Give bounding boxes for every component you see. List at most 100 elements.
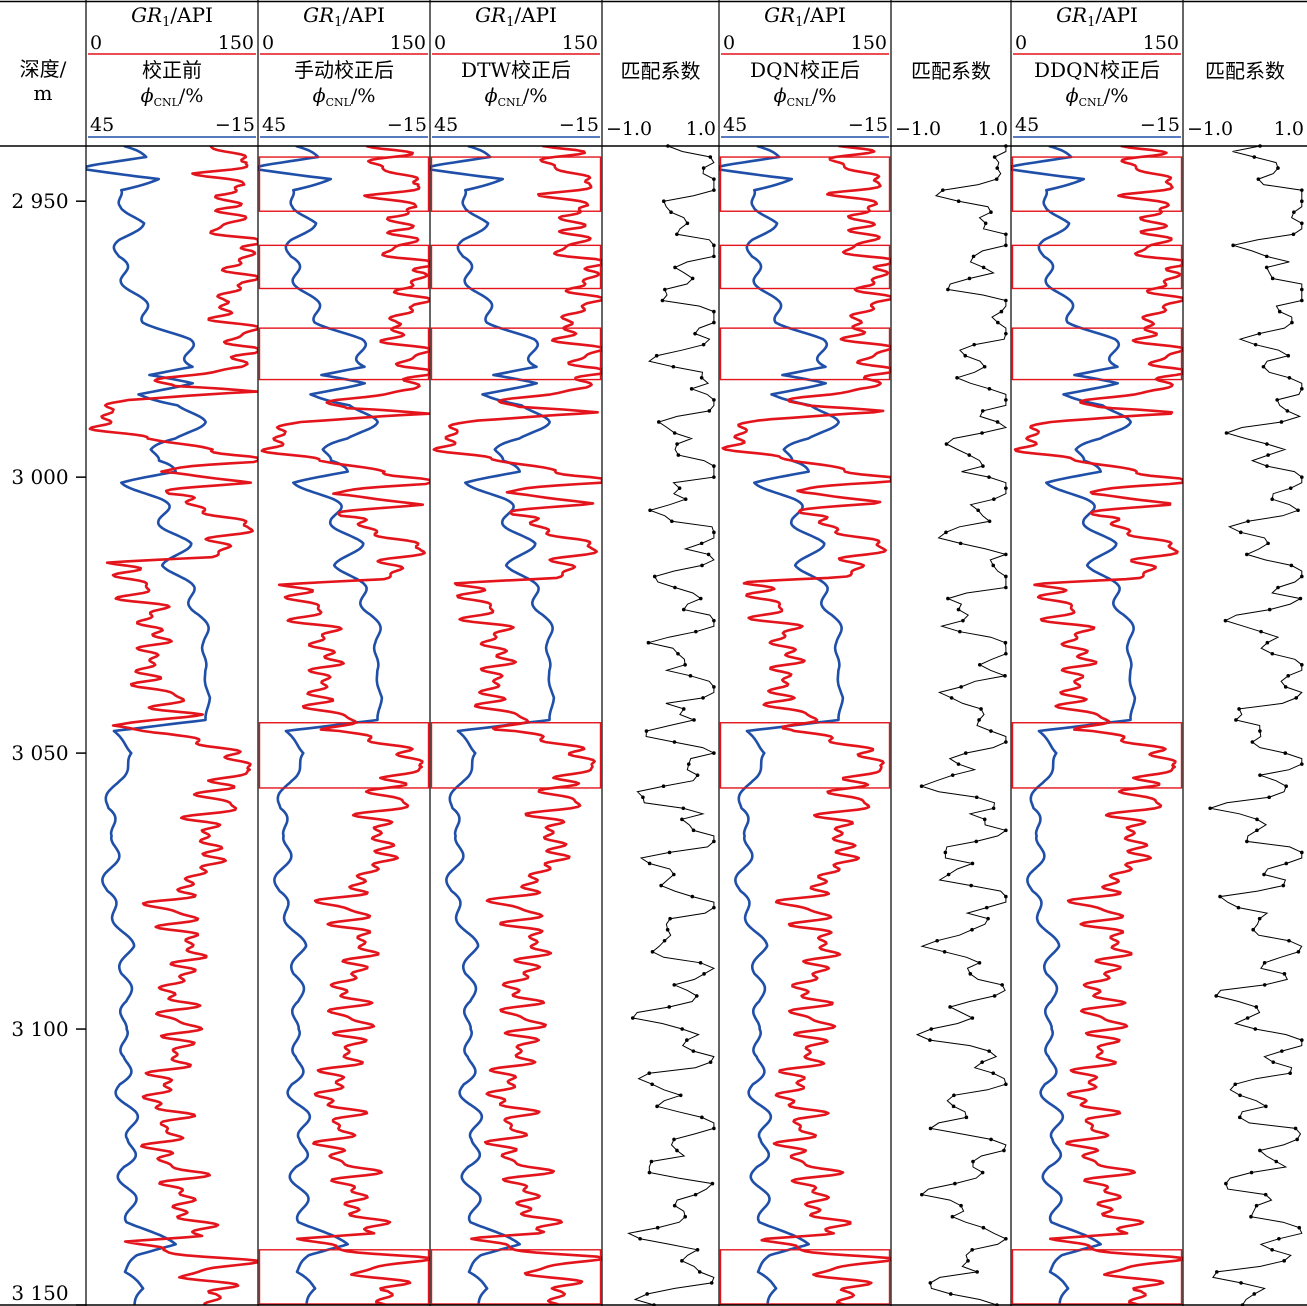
match-point — [1000, 983, 1004, 987]
match-point — [1238, 1115, 1242, 1120]
match-point — [712, 751, 716, 755]
match-point — [1253, 342, 1258, 347]
match-point — [1231, 243, 1235, 248]
gr-curve — [88, 146, 258, 1305]
cnl-scale-label: ϕCNL/% — [313, 85, 376, 109]
plot-area — [86, 144, 1304, 1306]
match-point — [1215, 1270, 1219, 1274]
match-point — [981, 265, 986, 270]
match-point — [983, 221, 988, 226]
match-point — [665, 927, 670, 932]
match-point — [657, 420, 661, 424]
match-point — [1003, 640, 1008, 645]
cnl-curve — [1011, 146, 1137, 1305]
match-point — [963, 751, 968, 755]
match-point — [667, 1005, 672, 1009]
match-point — [1290, 320, 1294, 325]
curve-track-0 — [86, 146, 258, 1305]
match-point — [708, 1060, 713, 1064]
match-point — [1274, 1159, 1279, 1164]
match-scale-max: 1.0 — [978, 118, 1008, 140]
cnl-scale-left: 45 — [1015, 114, 1039, 136]
match-point — [700, 563, 704, 568]
match-point — [649, 1159, 654, 1164]
match-point — [1296, 949, 1301, 954]
match-point — [956, 762, 961, 766]
correction-box-0 — [258, 156, 430, 212]
match-point — [712, 243, 716, 248]
match-point — [989, 1137, 993, 1142]
gr-curve — [432, 146, 602, 1305]
match-point — [920, 1192, 924, 1197]
correction-box-3 — [1011, 722, 1183, 789]
match-point — [1254, 1005, 1259, 1009]
match-point — [1264, 265, 1269, 270]
match-point — [688, 674, 693, 678]
cnl-scale-label: ϕCNL/% — [485, 85, 548, 109]
cnl-scale-label: ϕCNL/% — [774, 85, 837, 109]
match-point — [1293, 1126, 1298, 1131]
depth-tick-label: 3 050 — [11, 741, 68, 765]
gr-scale-min: 0 — [90, 32, 102, 54]
gr-scale-label: GR1/API — [1056, 3, 1138, 30]
match-point — [1270, 276, 1275, 281]
match-point — [680, 1027, 684, 1031]
match-point — [1224, 431, 1229, 435]
match-point — [678, 1093, 683, 1098]
match-point — [1300, 199, 1304, 203]
match-point — [1262, 983, 1267, 987]
gr-scale-label: GR1/API — [764, 3, 846, 30]
match-point — [1300, 221, 1304, 226]
match-point — [928, 1126, 933, 1131]
match-point — [1234, 718, 1238, 722]
cnl-scale-left: 45 — [90, 114, 114, 136]
match-point — [681, 806, 686, 811]
correction-box-0 — [1011, 156, 1183, 212]
match-point — [970, 1016, 975, 1020]
match-point — [935, 938, 939, 943]
match-header-1: 匹配系数 −1.0 1.0 — [895, 59, 1008, 140]
match-point — [979, 707, 983, 711]
match-point — [1289, 563, 1294, 568]
track-header-4: GR1/API 0 150 DDQN校正后 ϕCNL/% 45 −15 — [1013, 3, 1181, 138]
correction-box-0 — [430, 156, 602, 212]
match-point — [949, 696, 954, 700]
match-point — [694, 629, 698, 634]
match-point — [661, 199, 666, 203]
match-title: 匹配系数 — [911, 59, 991, 83]
gr-scale-min: 0 — [434, 32, 446, 54]
curve-track-2 — [430, 146, 602, 1305]
match-point — [647, 1170, 652, 1175]
match-point — [929, 1027, 934, 1031]
match-point — [1298, 596, 1303, 601]
match-point — [644, 729, 649, 733]
match-point — [698, 961, 703, 965]
match-point — [987, 475, 991, 479]
match-point — [1267, 795, 1271, 800]
match-point — [676, 453, 681, 457]
match-point — [1291, 232, 1296, 237]
track-header-3: GR1/API 0 150 DQN校正后 ϕCNL/% 45 −15 — [721, 3, 889, 138]
match-point — [1245, 552, 1249, 557]
match-point — [1300, 188, 1304, 192]
match-scale-min: −1.0 — [1187, 118, 1233, 140]
curve-track-3 — [719, 146, 891, 1305]
match-point — [1300, 1038, 1304, 1042]
match-point — [662, 938, 667, 943]
match-point — [1270, 1248, 1274, 1252]
match-point — [1239, 1281, 1243, 1285]
correction-box-3 — [258, 722, 430, 789]
match-point — [1264, 1104, 1268, 1109]
match-point — [992, 497, 996, 502]
match-point — [1277, 309, 1282, 314]
match-point — [928, 1038, 932, 1042]
match-point — [943, 850, 948, 855]
match-point — [1251, 927, 1255, 932]
match-point — [675, 232, 679, 237]
match-point — [1250, 740, 1255, 744]
track-title: DTW校正后 — [461, 58, 571, 82]
match-scale-min: −1.0 — [895, 118, 941, 140]
match-point — [982, 817, 987, 822]
match-point — [950, 1214, 955, 1219]
